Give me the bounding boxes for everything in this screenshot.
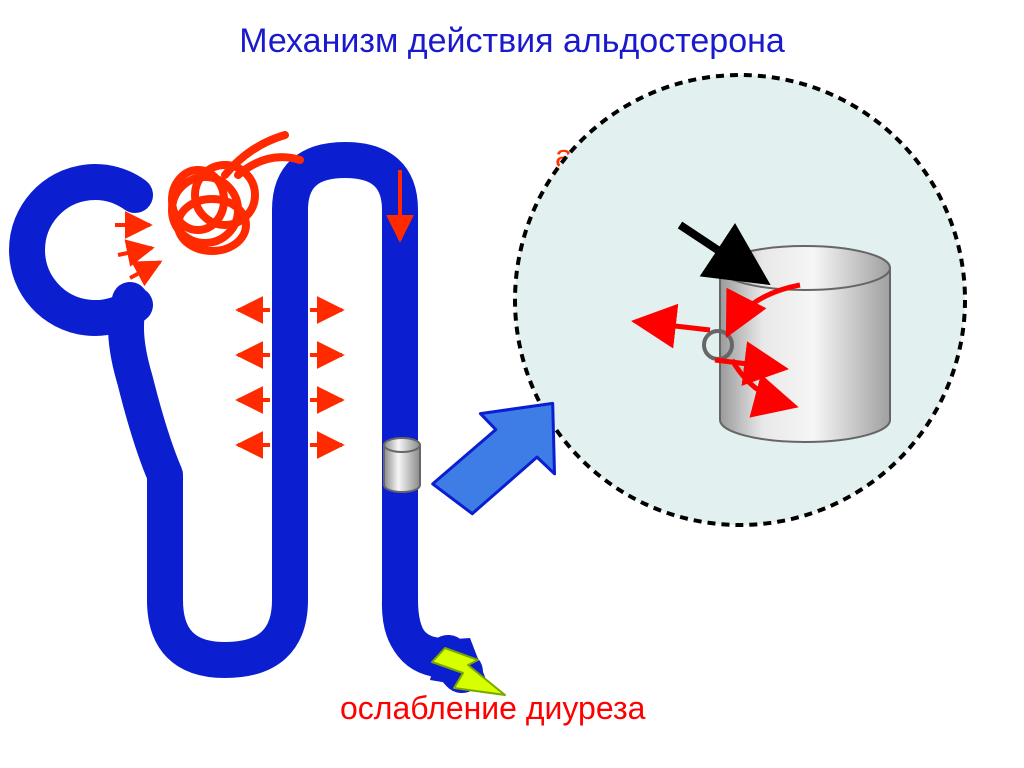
cell-zoom — [515, 75, 965, 525]
cylinder-source — [384, 438, 420, 492]
cylinder-pump — [720, 246, 890, 442]
zoom-arrow — [424, 403, 566, 518]
diagram-svg — [0, 0, 1024, 768]
